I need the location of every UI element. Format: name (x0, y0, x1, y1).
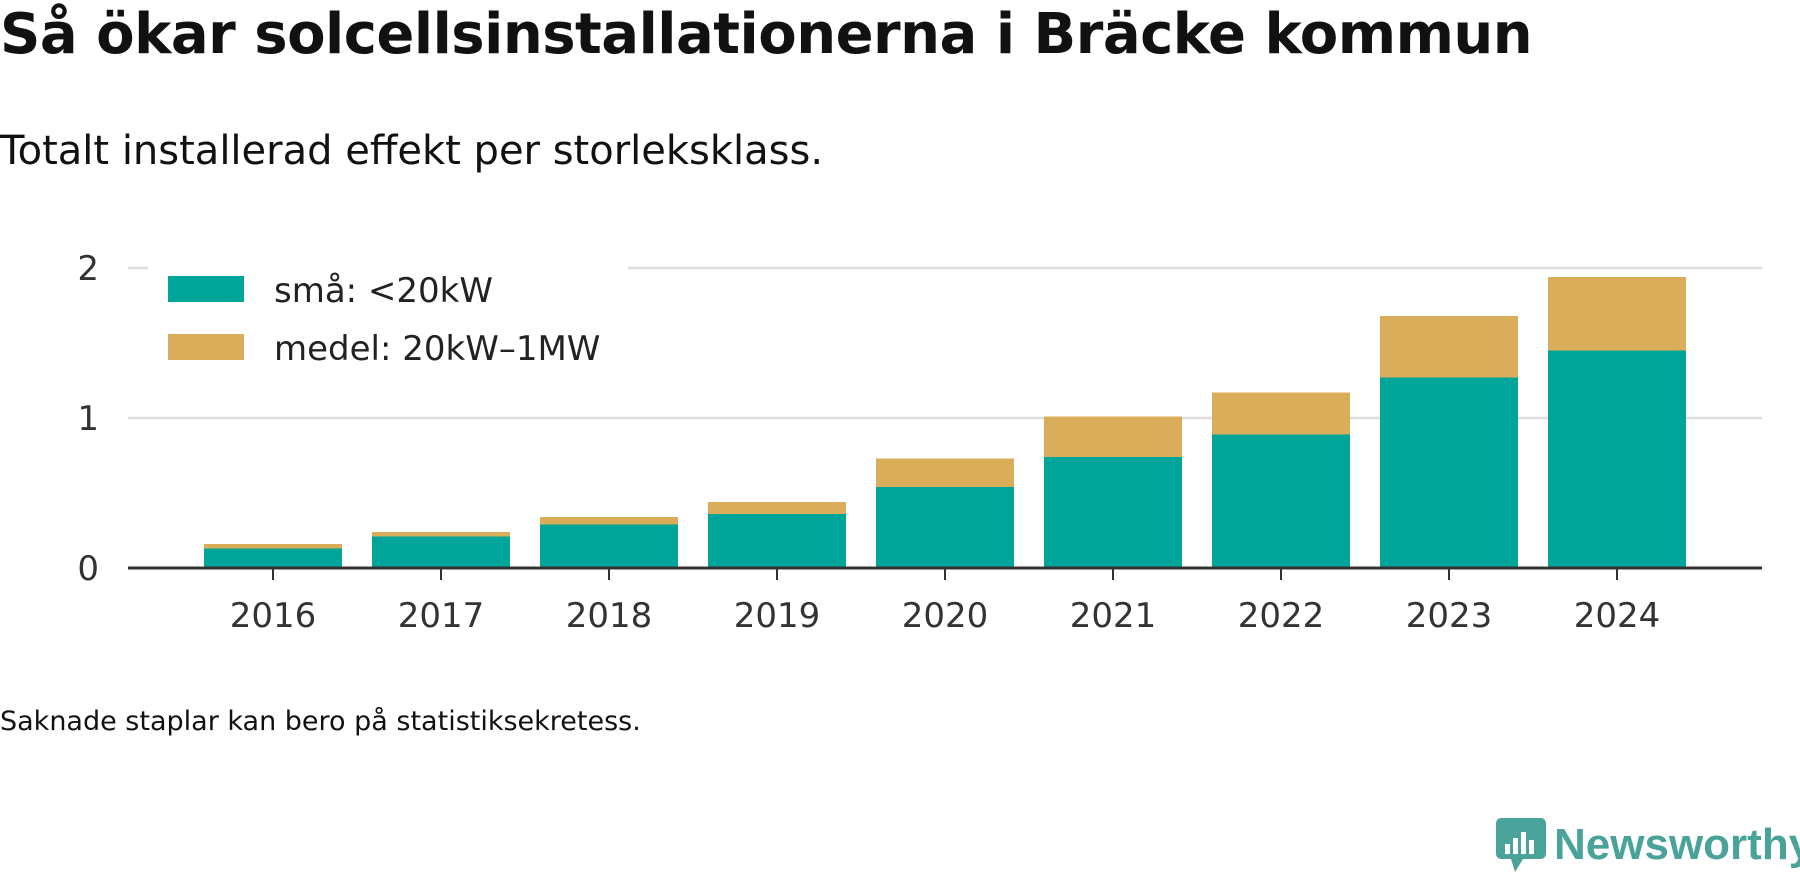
bar-medel-2017 (372, 532, 510, 537)
bar-sma-2022 (1212, 434, 1350, 568)
x-tick-label: 2016 (230, 596, 317, 636)
bars (204, 277, 1686, 568)
x-axis-ticks: 2016 2017 2018 2019 2020 2021 2022 2023 2024 (230, 568, 1661, 636)
legend: små: <20kW medel: 20kW–1MW (148, 262, 628, 378)
chart-subtitle: Totalt installerad effekt per storlekskl… (0, 128, 824, 174)
legend-label: små: <20kW (274, 271, 493, 311)
newsworthy-logo-icon (1496, 818, 1546, 872)
y-axis-tick-labels: 0 1 2 (77, 249, 99, 589)
brand-logo: Newsworthy (1488, 816, 1800, 876)
x-tick-label: 2018 (566, 596, 653, 636)
x-tick-label: 2019 (734, 596, 821, 636)
bar-medel-2021 (1044, 416, 1182, 457)
bar-sma-2016 (204, 548, 342, 568)
chart-title: Så ökar solcellsinstallationerna i Bräck… (0, 2, 1533, 67)
legend-swatch (168, 276, 244, 302)
x-tick-label: 2021 (1070, 596, 1157, 636)
bar-medel-2020 (876, 458, 1014, 487)
bar-sma-2018 (540, 524, 678, 568)
bar-medel-2023 (1380, 316, 1518, 378)
bar-medel-2024 (1548, 277, 1686, 351)
x-tick-label: 2020 (902, 596, 989, 636)
bar-sma-2019 (708, 514, 846, 568)
bar-sma-2024 (1548, 350, 1686, 568)
stacked-bar-chart: 0 1 2 2016 2017 2018 2019 2020 2021 2022 2023 2024… (77, 249, 1762, 636)
legend-label: medel: 20kW–1MW (274, 329, 600, 369)
bar-medel-2022 (1212, 392, 1350, 435)
bar-medel-2018 (540, 517, 678, 525)
x-tick-label: 2017 (398, 596, 485, 636)
bar-medel-2016 (204, 544, 342, 549)
y-tick-label: 2 (77, 249, 99, 289)
bar-sma-2017 (372, 536, 510, 568)
x-tick-label: 2023 (1406, 596, 1493, 636)
y-tick-label: 1 (77, 399, 99, 439)
legend-swatch (168, 334, 244, 360)
bar-medel-2019 (708, 502, 846, 514)
bar-sma-2023 (1380, 377, 1518, 568)
x-tick-label: 2022 (1238, 596, 1325, 636)
x-tick-label: 2024 (1574, 596, 1661, 636)
bar-sma-2020 (876, 487, 1014, 568)
bar-sma-2021 (1044, 457, 1182, 568)
brand-name: Newsworthy (1554, 820, 1800, 869)
footnote: Saknade staplar kan bero på statistiksek… (0, 706, 641, 737)
y-tick-label: 0 (77, 549, 99, 589)
